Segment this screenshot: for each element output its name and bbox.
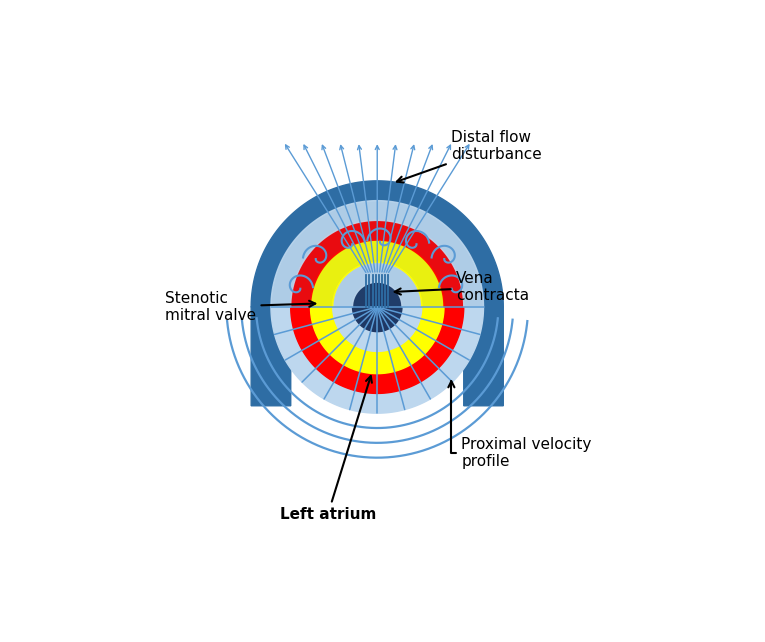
Text: Distal flow
disturbance: Distal flow disturbance [397, 130, 542, 182]
Polygon shape [333, 307, 422, 351]
Polygon shape [291, 220, 464, 307]
Polygon shape [333, 263, 422, 307]
Polygon shape [271, 307, 483, 413]
Text: Stenotic
mitral valve: Stenotic mitral valve [164, 291, 315, 323]
Polygon shape [353, 282, 402, 307]
Polygon shape [311, 240, 444, 307]
Polygon shape [353, 307, 402, 332]
Polygon shape [251, 181, 503, 406]
Polygon shape [311, 307, 444, 374]
Polygon shape [271, 201, 483, 307]
Text: Left atrium: Left atrium [280, 376, 376, 522]
Text: Proximal velocity
profile: Proximal velocity profile [448, 381, 591, 469]
Text: Vena
contracta: Vena contracta [395, 271, 529, 303]
Polygon shape [291, 307, 464, 394]
